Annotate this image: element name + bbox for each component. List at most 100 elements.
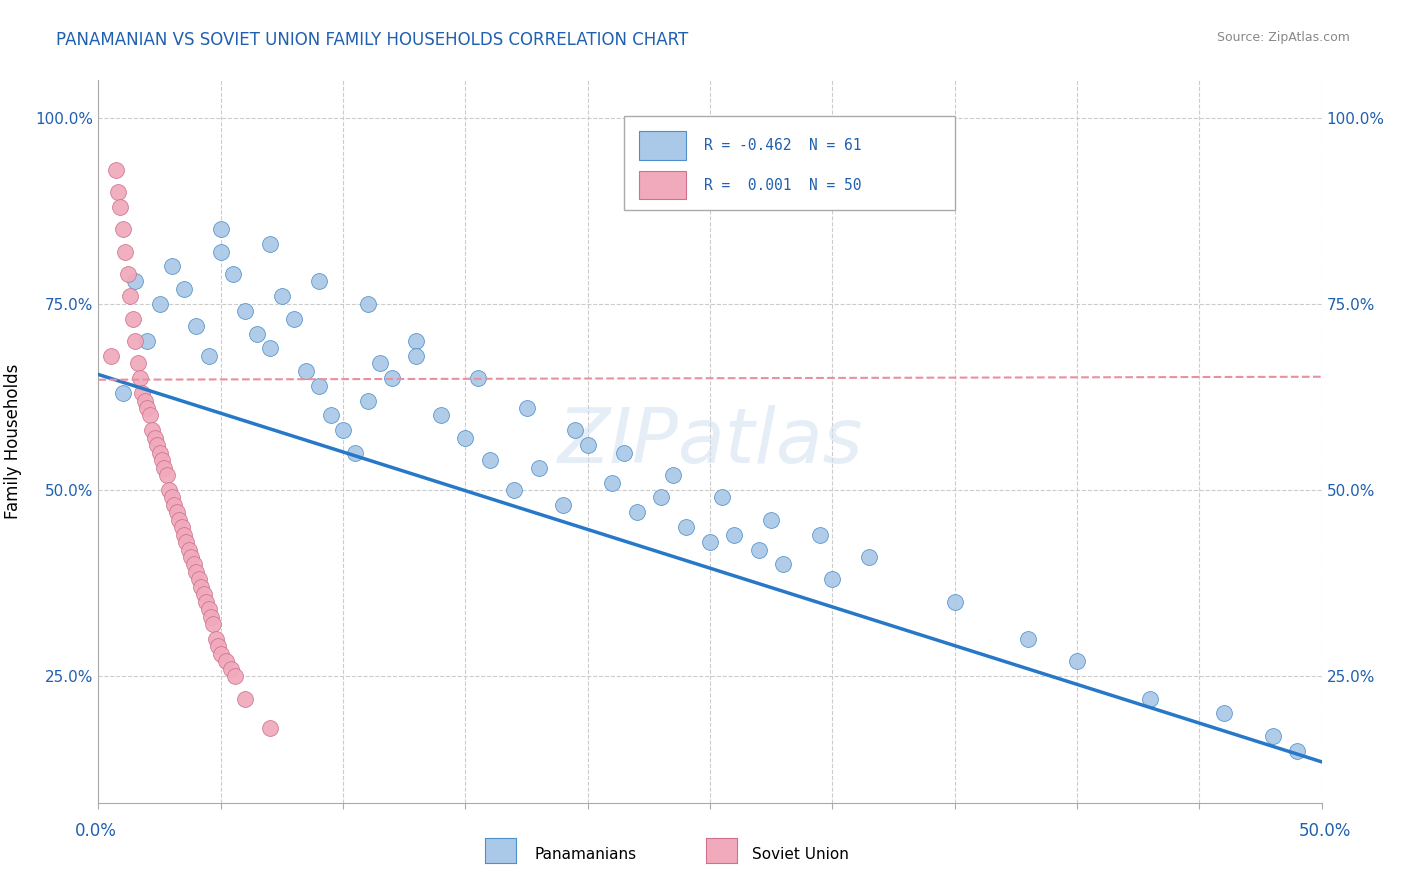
FancyBboxPatch shape — [640, 170, 686, 200]
Point — [1017, 632, 1039, 646]
Point — [136, 401, 159, 415]
Point — [150, 453, 173, 467]
Point — [110, 200, 132, 214]
Point — [332, 423, 354, 437]
Point — [308, 274, 330, 288]
Point — [183, 558, 205, 572]
Point — [319, 409, 342, 423]
Point — [111, 386, 134, 401]
Point — [167, 513, 190, 527]
FancyBboxPatch shape — [624, 117, 955, 211]
Point — [160, 491, 183, 505]
Point — [197, 349, 219, 363]
Point — [163, 498, 186, 512]
Point — [259, 342, 281, 356]
Point — [675, 520, 697, 534]
Point — [202, 617, 225, 632]
Point — [186, 565, 208, 579]
Point — [214, 654, 236, 668]
Point — [209, 647, 232, 661]
Point — [259, 721, 281, 735]
Point — [107, 185, 129, 199]
Point — [943, 595, 966, 609]
Text: 0.0%: 0.0% — [75, 822, 117, 839]
Point — [808, 527, 831, 541]
Point — [308, 378, 330, 392]
Point — [356, 393, 378, 408]
Point — [180, 549, 202, 564]
Point — [129, 371, 152, 385]
Text: R = -0.462  N = 61: R = -0.462 N = 61 — [704, 137, 862, 153]
Point — [193, 587, 215, 601]
Point — [170, 520, 193, 534]
Point — [139, 409, 162, 423]
Text: PANAMANIAN VS SOVIET UNION FAMILY HOUSEHOLDS CORRELATION CHART: PANAMANIAN VS SOVIET UNION FAMILY HOUSEH… — [56, 31, 689, 49]
Point — [344, 446, 367, 460]
Point — [527, 460, 550, 475]
Point — [149, 297, 172, 311]
Point — [699, 535, 721, 549]
Point — [166, 505, 188, 519]
Point — [209, 244, 232, 259]
Point — [1286, 744, 1309, 758]
Point — [761, 513, 783, 527]
Point — [405, 349, 427, 363]
Text: ZIPatlas: ZIPatlas — [557, 405, 863, 478]
Point — [187, 572, 209, 586]
Point — [149, 446, 172, 460]
Point — [1066, 654, 1088, 668]
Point — [205, 632, 228, 646]
Point — [626, 505, 648, 519]
Point — [576, 438, 599, 452]
Point — [564, 423, 586, 437]
Point — [405, 334, 427, 348]
Point — [209, 222, 232, 236]
Point — [368, 356, 391, 370]
Point — [134, 393, 156, 408]
Point — [454, 431, 477, 445]
Point — [723, 527, 745, 541]
Y-axis label: Family Households: Family Households — [4, 364, 21, 519]
Point — [662, 468, 685, 483]
Point — [270, 289, 294, 303]
Point — [1139, 691, 1161, 706]
Point — [157, 483, 180, 497]
Point — [515, 401, 537, 415]
Point — [114, 244, 136, 259]
Point — [295, 364, 318, 378]
Point — [120, 289, 142, 303]
Point — [153, 460, 176, 475]
Point — [186, 319, 208, 334]
Point — [176, 535, 198, 549]
Point — [503, 483, 526, 497]
Point — [222, 267, 245, 281]
Point — [772, 558, 794, 572]
Point — [200, 609, 222, 624]
Point — [146, 438, 169, 452]
FancyBboxPatch shape — [640, 131, 686, 160]
Point — [650, 491, 672, 505]
Point — [283, 311, 305, 326]
Point — [173, 282, 195, 296]
Point — [233, 304, 256, 318]
Text: Panamanians: Panamanians — [534, 847, 637, 862]
Point — [748, 542, 770, 557]
Point — [190, 580, 212, 594]
Point — [246, 326, 269, 341]
Point — [141, 423, 163, 437]
Point — [195, 595, 218, 609]
Point — [131, 386, 153, 401]
Point — [553, 498, 575, 512]
Point — [111, 222, 134, 236]
Point — [197, 602, 219, 616]
Point — [100, 349, 122, 363]
Point — [143, 431, 166, 445]
Text: Soviet Union: Soviet Union — [752, 847, 849, 862]
Point — [821, 572, 844, 586]
Point — [224, 669, 246, 683]
Point — [219, 662, 242, 676]
Point — [127, 356, 149, 370]
Point — [430, 409, 453, 423]
Point — [136, 334, 159, 348]
Point — [124, 274, 146, 288]
